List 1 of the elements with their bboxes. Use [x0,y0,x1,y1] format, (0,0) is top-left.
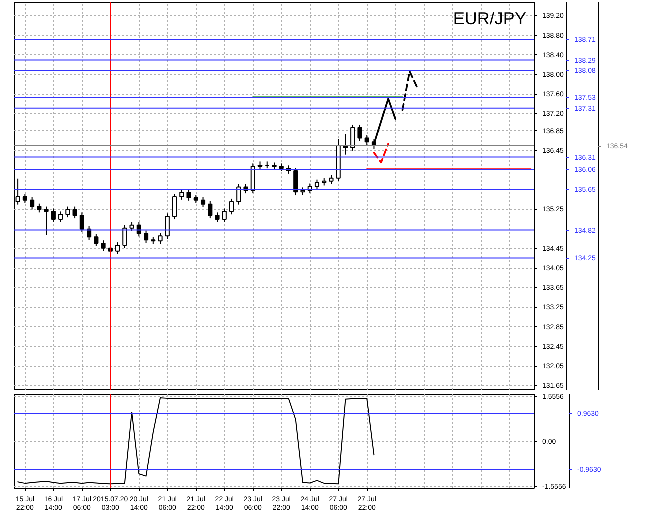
chart-title: EUR/JPY [453,8,527,28]
